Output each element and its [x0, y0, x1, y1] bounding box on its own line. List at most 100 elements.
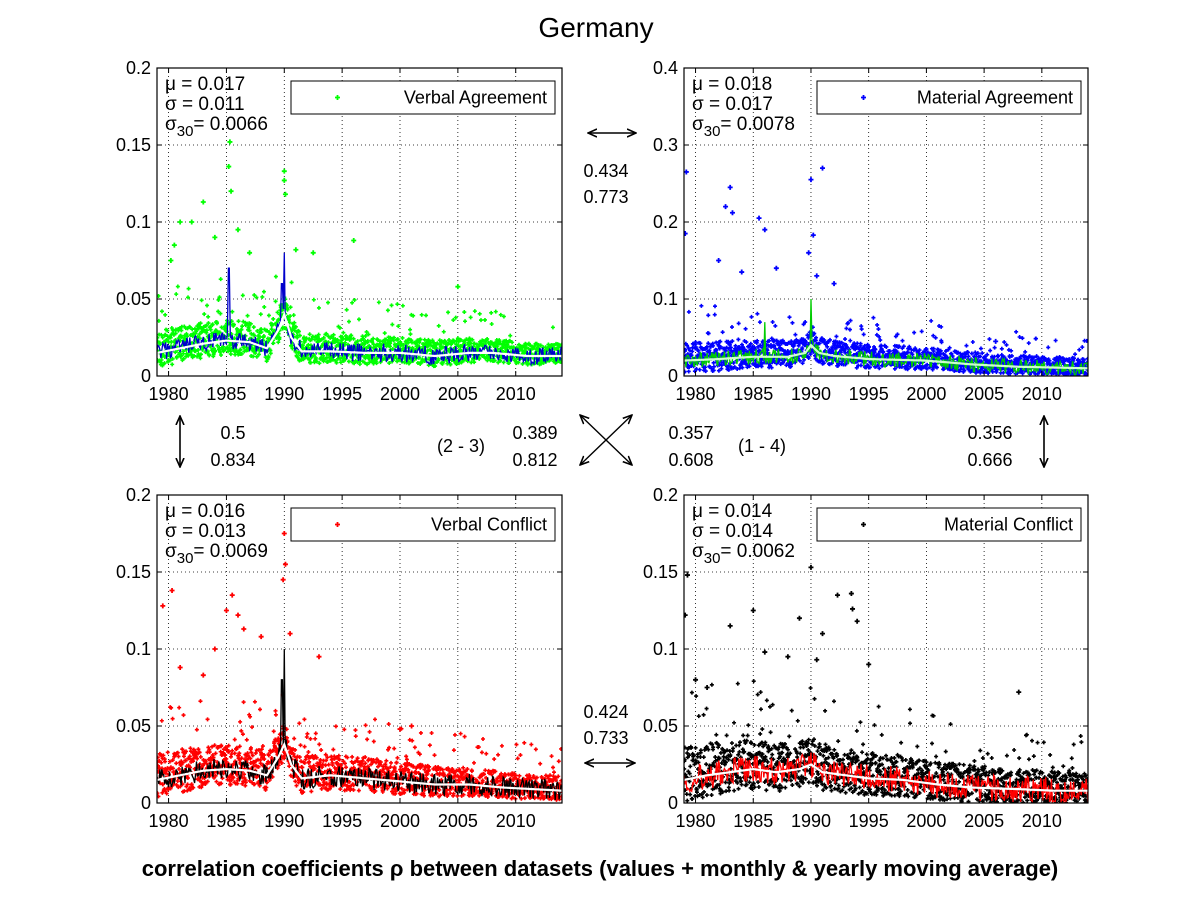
scatter-point — [388, 341, 393, 346]
panel-2: 1980 1985 1990 1995 2000 2005 201000.10.20.30.… — [653, 58, 1089, 404]
scatter-point — [357, 317, 361, 322]
scatter-point — [198, 699, 203, 704]
scatter-point — [463, 319, 468, 324]
x-tick-label: 2005 — [964, 384, 1004, 404]
scatter-point — [176, 754, 181, 759]
scatter-point — [181, 356, 186, 361]
scatter-point — [730, 339, 735, 344]
panel-3: 1980 1985 1990 1995 2000 2005 201000.050.10.15… — [116, 485, 563, 831]
scatter-point — [168, 786, 173, 791]
scatter-point — [352, 361, 357, 366]
scatter-point — [806, 356, 811, 361]
scatter-point — [343, 357, 348, 362]
scatter-point — [173, 331, 178, 336]
legend: Verbal Agreement — [290, 80, 556, 115]
legend-marker — [861, 95, 866, 100]
scatter-point — [293, 324, 298, 329]
scatter-point — [693, 345, 698, 350]
scatter-point — [297, 721, 302, 726]
scatter-point — [769, 365, 774, 370]
scatter-point — [1009, 348, 1014, 353]
scatter-point — [239, 351, 244, 356]
scatter-point — [260, 744, 265, 749]
scatter-outlier — [281, 168, 287, 174]
scatter-point — [207, 750, 212, 755]
scatter-point — [248, 714, 253, 719]
scatter-point — [453, 315, 458, 320]
scatter-point — [243, 780, 248, 785]
scatter-point — [419, 312, 424, 317]
scatter-point — [879, 343, 884, 348]
scatter-point — [349, 333, 354, 338]
scatter-point — [256, 764, 261, 769]
scatter-outlier — [727, 184, 733, 190]
scatter-point — [170, 716, 175, 721]
scatter-point — [443, 339, 448, 344]
scatter-point — [217, 295, 222, 300]
scatter-point — [253, 751, 258, 756]
stat-sigma30: σ30= 0.0078 — [692, 114, 795, 140]
scatter-point — [240, 324, 245, 329]
scatter-point — [194, 727, 199, 732]
scatter-point — [367, 360, 372, 365]
scatter-point — [286, 317, 291, 322]
scatter-point — [876, 351, 881, 356]
scatter-point — [268, 351, 273, 356]
scatter-point — [334, 360, 339, 365]
scatter-point — [230, 309, 235, 314]
scatter-point — [297, 333, 302, 338]
scatter-point — [800, 346, 805, 351]
scatter-point — [385, 308, 390, 313]
stat-sigma30-symbol: σ — [692, 114, 704, 135]
scatter-point — [276, 331, 281, 336]
scatter-point — [252, 782, 257, 787]
scatter-point — [212, 346, 217, 351]
scatter-point — [242, 349, 247, 354]
scatter-point — [964, 343, 969, 348]
scatter-point — [159, 309, 164, 314]
scatter-point — [206, 314, 211, 319]
scatter-point — [943, 349, 948, 354]
scatter-point — [999, 346, 1004, 351]
scatter-point — [793, 332, 798, 337]
scatter-point — [229, 778, 234, 783]
scatter-point — [988, 348, 993, 353]
scatter-point — [265, 780, 270, 785]
scatter-point — [288, 305, 293, 310]
scatter-point — [238, 719, 243, 724]
scatter-point — [749, 314, 754, 319]
scatter-point — [202, 312, 207, 317]
scatter-point — [185, 776, 190, 781]
scatter-point — [1047, 358, 1052, 363]
scatter-point — [874, 332, 879, 337]
scatter-point — [1072, 356, 1077, 361]
scatter-point — [748, 341, 753, 346]
scatter-point — [361, 336, 366, 341]
scatter-point — [973, 370, 978, 375]
scatter-outlier — [810, 232, 816, 238]
x-tick-label: 2010 — [496, 811, 536, 831]
scatter-point — [254, 295, 259, 300]
scatter-point — [158, 342, 163, 347]
scatter-point — [1002, 340, 1007, 345]
scatter-point — [366, 332, 371, 337]
scatter-point — [292, 328, 297, 333]
scatter-point — [226, 743, 231, 748]
scatter-point — [203, 759, 208, 764]
scatter-point — [271, 341, 276, 346]
scatter-point — [854, 365, 859, 370]
scatter-point — [243, 783, 248, 788]
scatter-point — [726, 346, 731, 351]
scatter-point — [301, 790, 306, 795]
scatter-point — [985, 352, 990, 357]
scatter-point — [160, 790, 165, 795]
scatter-point — [287, 745, 292, 750]
monthly-average-line — [684, 298, 1088, 376]
scatter-point — [986, 371, 991, 376]
y-tick-label: 0.05 — [116, 716, 151, 736]
scatter-point — [169, 705, 174, 710]
scatter-point — [832, 341, 837, 346]
scatter-point — [742, 347, 747, 352]
scatter-point — [996, 354, 1001, 359]
scatter-point — [843, 337, 848, 342]
